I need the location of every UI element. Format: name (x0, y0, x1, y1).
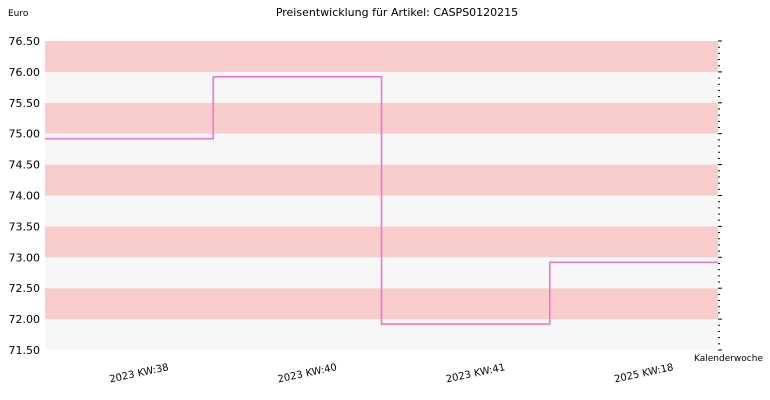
price-series-line (45, 76, 718, 325)
x-tick-label: 2023 KW:38 (109, 362, 170, 385)
y-axis-ticks: 71.50 72.00 72.50 73.00 73.50 74.00 74.50 75.00… (9, 35, 41, 357)
x-axis-labels: 2023 KW:38 2023 KW:40 2023 KW:41 2025 KW:18 (109, 362, 675, 385)
y-tick-label: 72.50 (9, 282, 41, 295)
chart-title: Preisentwicklung für Artikel: CASPS01202… (276, 6, 518, 19)
y-tick-label: 71.50 (9, 344, 41, 357)
y-tick-label: 74.00 (9, 190, 41, 203)
y-tick-label: 75.00 (9, 128, 41, 141)
y-tick-label: 72.00 (9, 313, 41, 326)
y-tick-label: 73.00 (9, 251, 41, 264)
x-tick-label: 2023 KW:41 (445, 362, 506, 385)
x-tick-label: 2025 KW:18 (613, 362, 674, 385)
y-tick-label: 74.50 (9, 159, 41, 172)
y-tick-label: 76.50 (9, 35, 41, 48)
y-axis-label: Euro (8, 9, 29, 19)
band (45, 41, 718, 72)
right-minor-ticks (718, 40, 722, 351)
y-tick-label: 75.50 (9, 97, 41, 110)
x-tick-label: 2023 KW:40 (277, 362, 338, 385)
y-tick-label: 76.00 (9, 66, 41, 79)
y-tick-label: 73.50 (9, 220, 41, 233)
x-axis-label: Kalenderwoche (694, 354, 763, 364)
